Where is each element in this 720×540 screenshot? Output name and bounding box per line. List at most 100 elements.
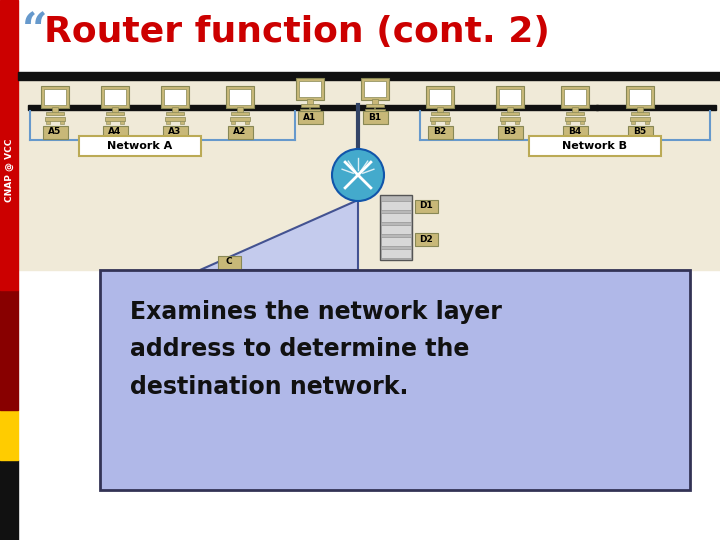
- Bar: [106, 112, 124, 115]
- Bar: [365, 109, 385, 113]
- Bar: [315, 113, 319, 116]
- Text: “: “: [22, 10, 48, 53]
- Bar: [104, 89, 126, 105]
- Bar: [301, 104, 319, 107]
- Circle shape: [332, 149, 384, 201]
- Text: B2: B2: [433, 126, 446, 136]
- Bar: [366, 113, 370, 116]
- Bar: [18, 72, 720, 80]
- FancyBboxPatch shape: [163, 125, 187, 138]
- Bar: [501, 121, 505, 124]
- Text: CNAP @ VCC: CNAP @ VCC: [4, 138, 14, 201]
- Text: Network A: Network A: [107, 141, 173, 151]
- Text: A3: A3: [168, 126, 181, 136]
- Text: A2: A2: [233, 126, 247, 136]
- Polygon shape: [200, 200, 358, 270]
- Bar: [561, 86, 589, 108]
- Bar: [380, 113, 384, 116]
- Bar: [245, 121, 249, 124]
- FancyBboxPatch shape: [100, 270, 690, 490]
- Bar: [515, 121, 519, 124]
- Bar: [165, 117, 185, 121]
- Bar: [296, 78, 324, 100]
- Bar: [120, 121, 124, 124]
- Bar: [572, 107, 578, 113]
- Bar: [364, 81, 386, 97]
- Bar: [28, 105, 598, 110]
- Bar: [112, 107, 118, 113]
- FancyBboxPatch shape: [362, 111, 387, 124]
- Bar: [381, 201, 411, 210]
- Bar: [445, 121, 449, 124]
- FancyBboxPatch shape: [562, 125, 588, 138]
- Bar: [105, 117, 125, 121]
- Bar: [426, 86, 454, 108]
- Bar: [566, 112, 584, 115]
- Text: A1: A1: [303, 112, 317, 122]
- Bar: [166, 121, 170, 124]
- Bar: [437, 107, 443, 113]
- Bar: [500, 117, 520, 121]
- Bar: [380, 195, 412, 260]
- Bar: [381, 225, 411, 234]
- Bar: [372, 99, 378, 105]
- FancyBboxPatch shape: [498, 125, 523, 138]
- Bar: [565, 117, 585, 121]
- Bar: [300, 109, 320, 113]
- Bar: [166, 112, 184, 115]
- Bar: [580, 121, 584, 124]
- Bar: [46, 112, 64, 115]
- Bar: [501, 112, 519, 115]
- Bar: [172, 107, 178, 113]
- Bar: [231, 121, 235, 124]
- Bar: [101, 86, 129, 108]
- Bar: [499, 89, 521, 105]
- Bar: [45, 117, 65, 121]
- FancyBboxPatch shape: [217, 255, 240, 268]
- Text: B5: B5: [634, 126, 647, 136]
- Bar: [0, 410, 18, 460]
- Bar: [626, 86, 654, 108]
- Bar: [381, 213, 411, 222]
- Bar: [180, 121, 184, 124]
- Bar: [637, 107, 643, 113]
- Bar: [106, 121, 110, 124]
- Text: Network B: Network B: [562, 141, 628, 151]
- FancyBboxPatch shape: [428, 125, 452, 138]
- Bar: [631, 121, 635, 124]
- Bar: [630, 117, 650, 121]
- Bar: [429, 89, 451, 105]
- Bar: [381, 249, 411, 258]
- Bar: [41, 86, 69, 108]
- Bar: [507, 107, 513, 113]
- Bar: [18, 80, 720, 270]
- Text: A5: A5: [48, 126, 62, 136]
- Bar: [564, 89, 586, 105]
- Bar: [60, 121, 64, 124]
- Bar: [237, 107, 243, 113]
- Bar: [431, 112, 449, 115]
- Bar: [0, 0, 18, 290]
- FancyBboxPatch shape: [529, 136, 661, 156]
- Bar: [164, 89, 186, 105]
- FancyBboxPatch shape: [228, 125, 253, 138]
- Bar: [496, 86, 524, 108]
- Bar: [629, 89, 651, 105]
- Text: D1: D1: [419, 201, 433, 211]
- Text: B3: B3: [503, 126, 516, 136]
- Bar: [230, 117, 250, 121]
- Bar: [430, 117, 450, 121]
- FancyBboxPatch shape: [42, 125, 68, 138]
- FancyBboxPatch shape: [628, 125, 652, 138]
- Bar: [307, 99, 313, 105]
- Text: D2: D2: [419, 234, 433, 244]
- Bar: [299, 81, 321, 97]
- FancyBboxPatch shape: [415, 199, 438, 213]
- Bar: [229, 89, 251, 105]
- FancyBboxPatch shape: [79, 136, 201, 156]
- Text: Router function (cont. 2): Router function (cont. 2): [44, 15, 550, 49]
- Bar: [231, 112, 249, 115]
- Bar: [381, 237, 411, 246]
- Bar: [46, 121, 50, 124]
- Text: B1: B1: [369, 112, 382, 122]
